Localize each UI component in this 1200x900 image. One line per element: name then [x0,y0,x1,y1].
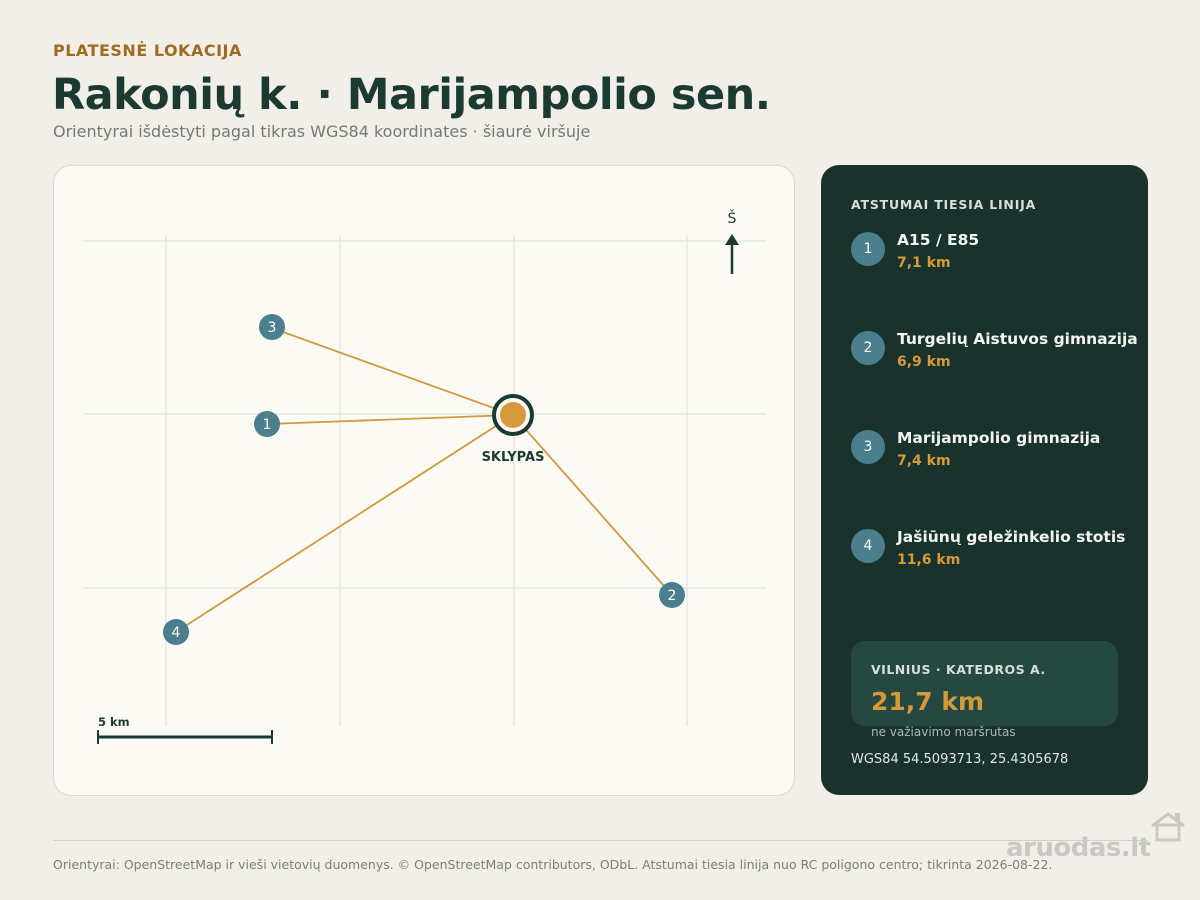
scale-label: 5 km [98,715,130,729]
line-to-marker-4 [175,414,514,633]
vilnius-note: ne važiavimo maršrutas [871,725,1016,739]
marker-4-number: 4 [172,625,181,641]
map-panel: Š 1 2 3 4 SKLYPAS 5 km [53,165,795,796]
marker-3-dot [259,314,285,340]
poi-number-badge: 4 [851,529,885,563]
line-to-marker-2 [512,414,673,596]
poi-distance: 7,4 km [897,453,951,469]
poi-distance: 7,1 km [897,255,951,271]
plot-center-label: SKLYPAS [482,450,545,465]
vilnius-label: VILNIUS · KATEDROS A. [871,662,1046,677]
line-to-marker-3 [271,327,514,416]
plot-center-dot [500,402,526,428]
plot-center-marker[interactable] [492,394,534,436]
line-to-marker-1 [267,414,514,425]
poi-marker-4[interactable]: 4 [163,619,189,645]
poi-distance: 6,9 km [897,354,951,370]
marker-1-number: 1 [263,417,272,433]
poi-name: Jašiūnų geležinkelio stotis [897,528,1126,546]
poi-marker-2[interactable]: 2 [659,582,685,608]
poi-number-badge: 2 [851,331,885,365]
marker-3-number: 3 [268,320,277,336]
marker-2-dot [659,582,685,608]
map-grid [84,236,766,726]
page-subtitle: Orientyrai išdėstyti pagal tikras WGS84 … [53,122,591,141]
poi-name: Marijampolio gimnazija [897,429,1101,447]
house-icon [1151,812,1185,842]
footer-attribution: Orientyrai: OpenStreetMap ir vieši vieto… [53,857,1053,872]
poi-name: A15 / E85 [897,231,980,249]
page-title: Rakonių k. · Marijampolio sen. [52,70,771,120]
poi-distance: 11,6 km [897,552,961,568]
footer-divider [53,840,1148,841]
poi-name: Turgelių Aistuvos gimnazija [897,330,1138,348]
sidebar-heading: ATSTUMAI TIESIA LINIJA [851,197,1037,212]
north-arrow-head [725,234,739,245]
poi-marker-1[interactable]: 1 [254,411,280,437]
distance-lines [175,327,673,633]
vilnius-distance-card: VILNIUS · KATEDROS A. 21,7 km ne važiavi… [851,641,1118,739]
marker-2-number: 2 [668,588,677,604]
marker-1-dot [254,411,280,437]
poi-number-badge: 1 [851,232,885,266]
scale-bar: 5 km [97,715,273,744]
poi-number-badge: 3 [851,430,885,464]
vilnius-distance: 21,7 km [871,687,985,716]
north-arrow: Š [725,209,739,274]
marker-4-dot [163,619,189,645]
eyebrow-label: PLATESNĖ LOKACIJA [53,41,242,60]
north-label: Š [728,209,737,227]
distance-sidebar: ATSTUMAI TIESIA LINIJA 1 A15 / E85 7,1 k… [821,165,1148,795]
map-canvas: Š 1 2 3 4 SKLYPAS 5 km [84,209,766,744]
poi-marker-3[interactable]: 3 [259,314,285,340]
aruodas-watermark: aruodas.lt [1006,833,1151,863]
wgs84-coordinates: WGS84 54.5093713, 25.4305678 [851,752,1069,767]
